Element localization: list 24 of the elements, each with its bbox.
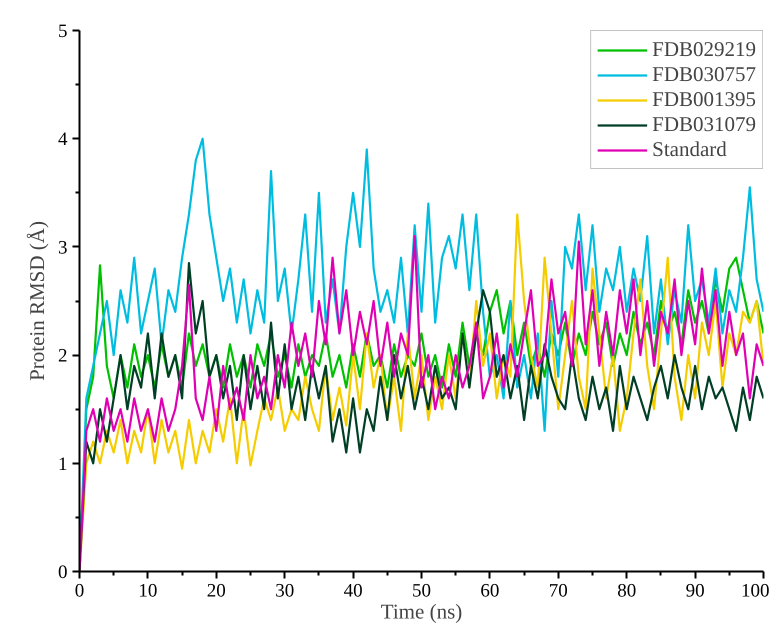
x-tick-label: 80: [617, 580, 636, 602]
y-tick-label: 0: [58, 562, 68, 583]
x-tick-label: 100: [741, 580, 769, 602]
x-tick-label: 30: [275, 580, 294, 602]
x-tick-label: 90: [686, 580, 705, 602]
legend-label: Standard: [652, 137, 727, 162]
y-axis-title: Protein RMSD (Å): [25, 221, 49, 381]
x-tick-label: 70: [548, 580, 568, 602]
x-tick-label: 10: [138, 580, 158, 602]
x-tick-label: 50: [412, 580, 431, 602]
legend-label: FDB030757: [652, 62, 756, 87]
x-tick-label: 60: [480, 580, 500, 602]
y-tick-label: 3: [58, 237, 68, 258]
x-tick-label: 40: [344, 580, 363, 602]
y-tick-label: 2: [58, 346, 68, 367]
legend-label: FDB001395: [652, 87, 756, 112]
y-tick-label: 4: [58, 129, 68, 150]
y-tick-label: 1: [58, 454, 68, 475]
y-tick-label: 5: [58, 21, 68, 42]
legend-label: FDB031079: [652, 112, 756, 137]
legend-label: FDB029219: [652, 37, 756, 62]
x-tick-label: 0: [74, 580, 84, 602]
x-tick-label: 20: [206, 580, 226, 602]
x-axis-title: Time (ns): [380, 600, 462, 624]
